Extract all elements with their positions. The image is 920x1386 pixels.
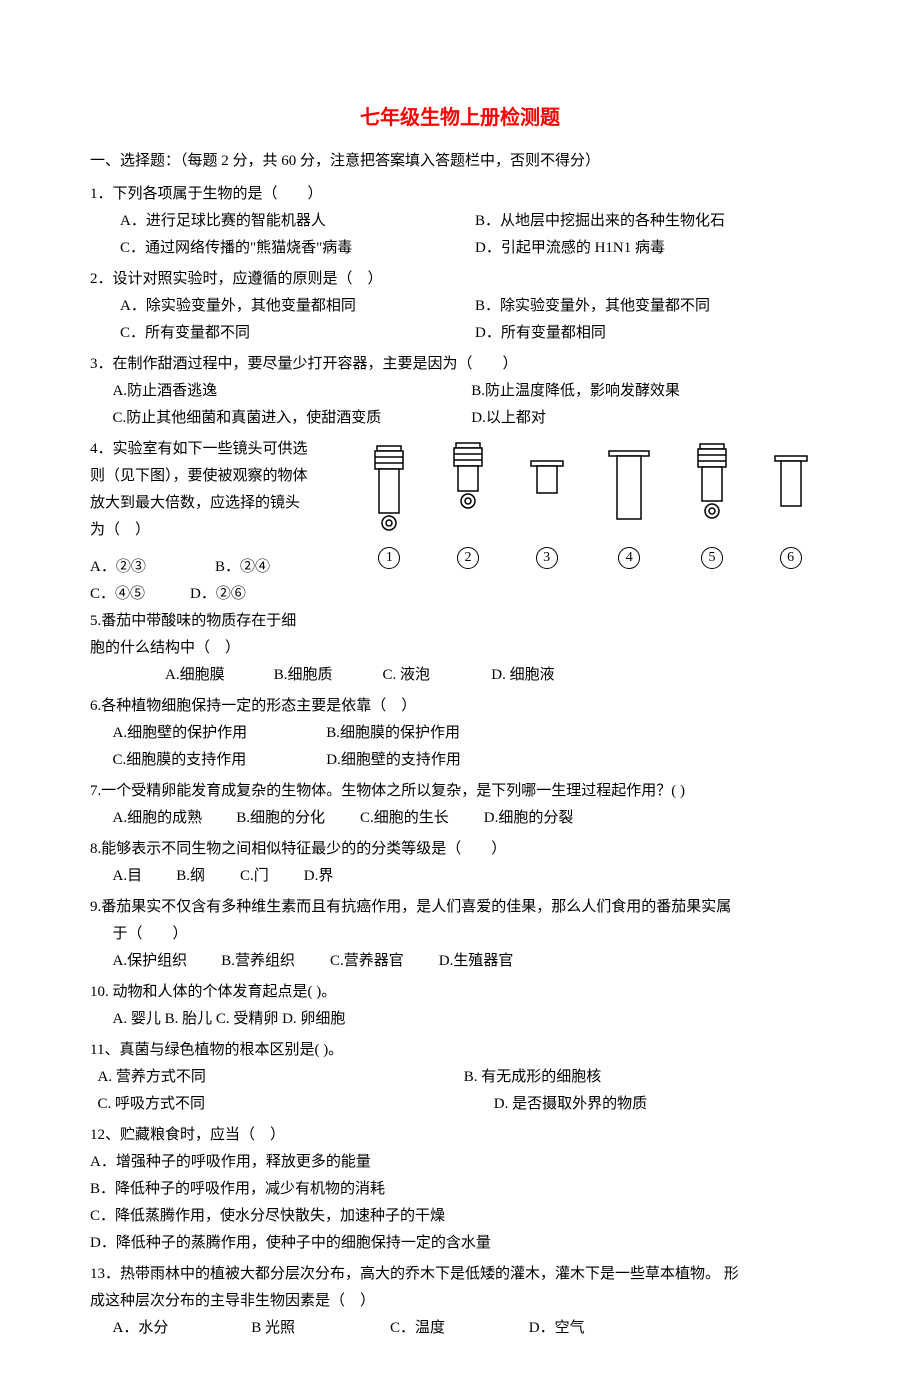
q2-opt-c: C．所有变量都不同 — [120, 320, 475, 347]
q13-opt-a: A．水分 — [113, 1315, 248, 1342]
q12-opt-a: A．增强种子的呼吸作用，释放更多的能量 — [90, 1149, 830, 1176]
document-title: 七年级生物上册检测题 — [90, 100, 830, 136]
q12-opt-b: B．降低种子的呼吸作用，减少有机物的消耗 — [90, 1176, 830, 1203]
lens-5-icon — [692, 441, 732, 541]
question-12: 12、贮藏粮食时，应当（ ） A．增强种子的呼吸作用，释放更多的能量 B．降低种… — [90, 1122, 830, 1257]
lens-2-icon — [448, 441, 488, 541]
q12-stem: 12、贮藏粮食时，应当（ ） — [90, 1122, 830, 1149]
question-2: 2．设计对照实验时，应遵循的原则是（ ） A．除实验变量外，其他变量都相同 B．… — [90, 266, 830, 347]
q13-opt-c: C．温度 — [390, 1315, 525, 1342]
question-7: 7.一个受精卵能发育成复杂的生物体。生物体之所以复杂，是下列哪一生理过程起作用？… — [90, 778, 830, 832]
lens-6-icon — [771, 441, 811, 541]
q9-opt-d: D.生殖器官 — [439, 953, 514, 969]
q3-opt-c: C.防止其他细菌和真菌进入，使甜酒变质 — [113, 405, 472, 432]
question-5: 5.番茄中带酸味的物质存在于细 胞的什么结构中（ ） A.细胞膜 B.细胞质 C… — [90, 608, 830, 689]
q12-opt-c: C．降低蒸腾作用，使水分尽快散失，加速种子的干燥 — [90, 1203, 830, 1230]
q3-opt-a: A.防止酒香逃逸 — [113, 378, 472, 405]
lens-3-icon — [527, 441, 567, 541]
lens-label-4: 4 — [618, 547, 640, 569]
question-1: 1．下列各项属于生物的是（ ） A．进行足球比赛的智能机器人 B．从地层中挖掘出… — [90, 181, 830, 262]
q2-stem: 2．设计对照实验时，应遵循的原则是（ ） — [90, 266, 830, 293]
q8-opt-b: B.纲 — [176, 863, 236, 890]
q6-opt-d: D.细胞壁的支持作用 — [326, 752, 461, 768]
q13-opt-d: D．空气 — [529, 1320, 585, 1336]
q4-line2: 则（见下图），要使被观察的物体 — [90, 463, 340, 490]
q4-opt-c: C．④⑤ — [90, 581, 190, 608]
q6-stem: 6.各种植物细胞保持一定的形态主要是依靠（ ） — [90, 693, 830, 720]
q4-line1: 4．实验室有如下一些镜头可供选 — [90, 436, 340, 463]
q4-opt-b: B．②④ — [215, 554, 340, 581]
lens-4-icon — [605, 441, 653, 541]
q9-line2: 于（ ） — [90, 921, 830, 948]
q1-opt-c: C．通过网络传播的"熊猫烧香"病毒 — [120, 235, 475, 262]
q2-opt-b: B．除实验变量外，其他变量都不同 — [475, 293, 830, 320]
q3-opt-b: B.防止温度降低，影响发酵效果 — [471, 378, 830, 405]
q4-line4: 为（ ） — [90, 517, 340, 544]
q4-line3: 放大到最大倍数，应选择的镜头 — [90, 490, 340, 517]
q7-opt-a: A.细胞的成熟 — [113, 805, 233, 832]
q11-opt-b: B. 有无成形的细胞核 — [464, 1064, 830, 1091]
q9-opt-b: B.营养组织 — [221, 948, 326, 975]
q2-opt-d: D．所有变量都相同 — [475, 320, 830, 347]
q8-opt-a: A.目 — [113, 863, 173, 890]
q13-opt-b: B 光照 — [251, 1315, 386, 1342]
q6-opt-a: A.细胞壁的保护作用 — [113, 720, 323, 747]
question-6: 6.各种植物细胞保持一定的形态主要是依靠（ ） A.细胞壁的保护作用 B.细胞膜… — [90, 693, 830, 774]
q13-line1: 13．热带雨林中的植被大都分层次分布，高大的乔木下是低矮的灌木，灌木下是一些草本… — [90, 1261, 830, 1288]
q9-opt-a: A.保护组织 — [113, 948, 218, 975]
q5-line1: 5.番茄中带酸味的物质存在于细 — [90, 608, 830, 635]
q6-opt-c: C.细胞膜的支持作用 — [113, 747, 323, 774]
q7-stem: 7.一个受精卵能发育成复杂的生物体。生物体之所以复杂，是下列哪一生理过程起作用？… — [90, 778, 830, 805]
q4-opt-d: D．②⑥ — [190, 581, 246, 608]
q10-opts: A. 婴儿 B. 胎儿 C. 受精卵 D. 卵细胞 — [90, 1006, 830, 1033]
q5-line2: 胞的什么结构中（ ） — [90, 635, 830, 662]
q7-opt-c: C.细胞的生长 — [360, 805, 480, 832]
q8-opt-d: D.界 — [304, 868, 334, 884]
lens-label-3: 3 — [536, 547, 558, 569]
lens-label-6: 6 — [780, 547, 802, 569]
q9-line1: 9.番茄果实不仅含有多种维生素而且有抗癌作用，是人们喜爱的佳果，那么人们食用的番… — [90, 894, 830, 921]
q7-opt-b: B.细胞的分化 — [236, 805, 356, 832]
q11-stem: 11、真菌与绿色植物的根本区别是( )。 — [90, 1037, 830, 1064]
q11-opt-a: A. 营养方式不同 — [98, 1064, 464, 1091]
question-9: 9.番茄果实不仅含有多种维生素而且有抗癌作用，是人们喜爱的佳果，那么人们食用的番… — [90, 894, 830, 975]
q5-opt-d: D. 细胞液 — [491, 662, 554, 689]
question-10: 10. 动物和人体的个体发育起点是( )。 A. 婴儿 B. 胎儿 C. 受精卵… — [90, 979, 830, 1033]
q9-opt-c: C.营养器官 — [330, 948, 435, 975]
lens-label-1: 1 — [378, 547, 400, 569]
lens-diagram: 1 2 — [340, 436, 830, 608]
q11-opt-d: D. 是否摄取外界的物质 — [464, 1091, 830, 1118]
q10-stem: 10. 动物和人体的个体发育起点是( )。 — [90, 979, 830, 1006]
q3-stem: 3．在制作甜酒过程中，要尽量少打开容器，主要是因为（ ） — [90, 351, 830, 378]
q1-opt-d: D．引起甲流感的 H1N1 病毒 — [475, 235, 830, 262]
lens-1-icon — [369, 441, 409, 541]
q7-opt-d: D.细胞的分裂 — [484, 810, 574, 826]
q4-opt-a: A．②③ — [90, 554, 215, 581]
lens-label-5: 5 — [701, 547, 723, 569]
q12-opt-d: D．降低种子的蒸腾作用，使种子中的细胞保持一定的含水量 — [90, 1230, 830, 1257]
q1-opt-a: A．进行足球比赛的智能机器人 — [120, 208, 475, 235]
q5-opt-b: B.细胞质 — [274, 662, 379, 689]
question-8: 8.能够表示不同生物之间相似特征最少的的分类等级是（ ） A.目 B.纲 C.门… — [90, 836, 830, 890]
q11-opt-c: C. 呼吸方式不同 — [98, 1091, 464, 1118]
question-11: 11、真菌与绿色植物的根本区别是( )。 A. 营养方式不同 B. 有无成形的细… — [90, 1037, 830, 1118]
q1-opt-b: B．从地层中挖掘出来的各种生物化石 — [475, 208, 830, 235]
q1-stem: 1．下列各项属于生物的是（ ） — [90, 181, 830, 208]
q6-opt-b: B.细胞膜的保护作用 — [326, 725, 460, 741]
question-3: 3．在制作甜酒过程中，要尽量少打开容器，主要是因为（ ） A.防止酒香逃逸 B.… — [90, 351, 830, 432]
q5-opt-c: C. 液泡 — [383, 662, 488, 689]
lens-label-2: 2 — [457, 547, 479, 569]
q2-opt-a: A．除实验变量外，其他变量都相同 — [120, 293, 475, 320]
q5-opt-a: A.细胞膜 — [165, 662, 270, 689]
q8-opt-c: C.门 — [240, 863, 300, 890]
question-4: 4．实验室有如下一些镜头可供选 则（见下图），要使被观察的物体 放大到最大倍数，… — [90, 436, 830, 608]
section-instruction: 一、选择题：（每题 2 分，共 60 分，注意把答案填入答题栏中，否则不得分） — [90, 148, 830, 175]
q3-opt-d: D.以上都对 — [471, 405, 830, 432]
q8-stem: 8.能够表示不同生物之间相似特征最少的的分类等级是（ ） — [90, 836, 830, 863]
